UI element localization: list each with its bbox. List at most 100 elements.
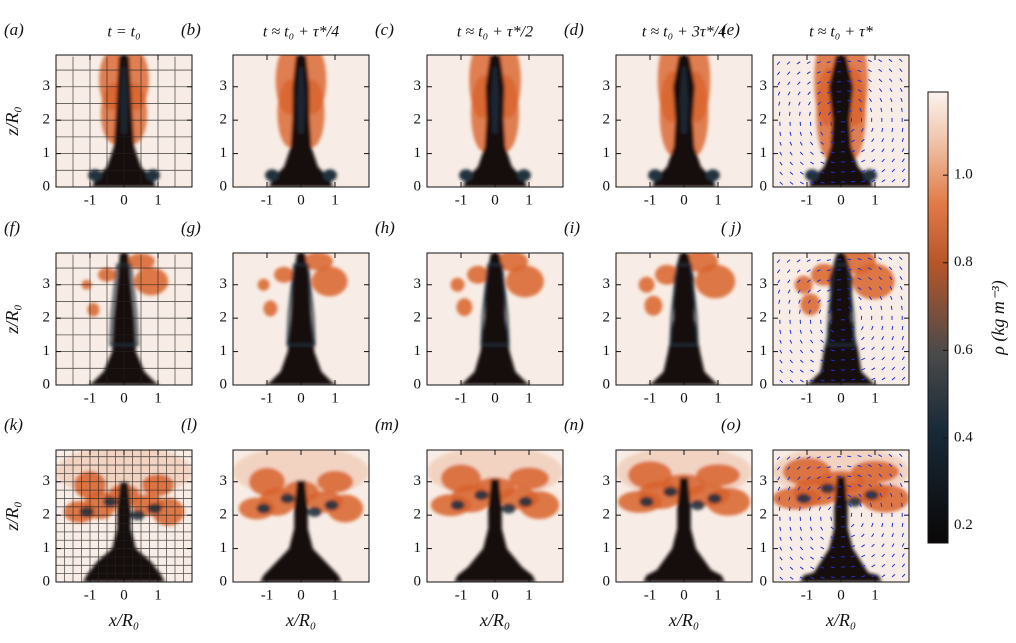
y-tick-label: 3 bbox=[760, 78, 768, 94]
arrow bbox=[789, 181, 794, 185]
arrow bbox=[799, 171, 804, 175]
plume-edge bbox=[109, 263, 139, 346]
arrow bbox=[810, 141, 814, 146]
arrow bbox=[826, 456, 831, 458]
arrow bbox=[826, 269, 831, 272]
panel-title: t ≈ t₀ + τ*/4 bbox=[263, 24, 339, 41]
arrow bbox=[891, 148, 895, 153]
arrow bbox=[878, 454, 883, 458]
vortex bbox=[705, 169, 720, 182]
blob bbox=[303, 253, 333, 271]
y-tick-label: 1 bbox=[414, 145, 422, 161]
arrow bbox=[861, 149, 865, 153]
stem bbox=[260, 480, 342, 582]
arrow bbox=[847, 465, 852, 468]
arrow bbox=[899, 463, 903, 468]
arrow bbox=[901, 376, 906, 381]
vortex bbox=[265, 169, 280, 182]
arrow bbox=[850, 326, 855, 331]
arrow bbox=[871, 357, 876, 361]
vortex bbox=[145, 169, 160, 182]
arrow bbox=[871, 179, 876, 183]
x-tick-label: 0 bbox=[491, 587, 499, 603]
arrow bbox=[810, 546, 814, 550]
arrow bbox=[830, 171, 835, 174]
arrow bbox=[777, 486, 781, 491]
plume bbox=[648, 253, 720, 385]
arrow bbox=[820, 329, 824, 334]
arrow bbox=[847, 90, 852, 93]
panel-label: (o) bbox=[721, 415, 741, 434]
arrow bbox=[799, 329, 802, 334]
arrow bbox=[787, 279, 791, 284]
arrow bbox=[776, 259, 781, 263]
arrow bbox=[899, 87, 903, 92]
arrow bbox=[889, 473, 893, 478]
blob bbox=[467, 265, 489, 284]
arrow bbox=[901, 168, 906, 173]
arrow bbox=[868, 78, 872, 83]
arrow bbox=[806, 61, 811, 65]
arrow bbox=[891, 178, 896, 183]
field-shapes bbox=[265, 55, 337, 187]
arrow bbox=[789, 359, 794, 364]
arrow bbox=[799, 556, 804, 560]
blob bbox=[456, 298, 473, 317]
arrow bbox=[826, 289, 831, 292]
arrow bbox=[901, 335, 904, 341]
arrow bbox=[810, 576, 815, 580]
vortex bbox=[459, 169, 474, 182]
arrow bbox=[880, 107, 883, 112]
arrow bbox=[820, 379, 825, 382]
arrow bbox=[857, 474, 862, 478]
y-tick-label: 3 bbox=[760, 276, 768, 292]
arrow bbox=[881, 564, 886, 568]
arrow bbox=[779, 379, 784, 384]
arrow bbox=[889, 286, 893, 291]
cap-core bbox=[280, 493, 295, 504]
arrow bbox=[810, 566, 815, 570]
cap bbox=[317, 470, 353, 493]
panel-label: (e) bbox=[721, 20, 740, 39]
arrow bbox=[899, 285, 903, 290]
arrow bbox=[888, 463, 893, 468]
arrow bbox=[847, 278, 852, 281]
arrow bbox=[820, 566, 825, 569]
arrow bbox=[807, 476, 811, 480]
arrow bbox=[799, 349, 804, 354]
arrow bbox=[826, 259, 831, 261]
density-field bbox=[56, 450, 192, 582]
arrow bbox=[817, 299, 821, 304]
arrow bbox=[878, 68, 883, 73]
x-axis-label: x/R₀ bbox=[668, 610, 699, 630]
arrow bbox=[901, 305, 903, 310]
arrow bbox=[779, 161, 783, 166]
arrow bbox=[827, 101, 832, 105]
arrow bbox=[789, 161, 794, 166]
arrow bbox=[891, 376, 896, 381]
arrow bbox=[807, 289, 811, 294]
arrow bbox=[826, 486, 831, 489]
arrow bbox=[806, 456, 811, 460]
arrow bbox=[830, 319, 833, 324]
x-tick-label: 0 bbox=[680, 390, 688, 406]
arrow bbox=[789, 369, 794, 374]
x-tick-label: -1 bbox=[455, 192, 468, 208]
arrow bbox=[789, 379, 794, 383]
arrow bbox=[788, 111, 791, 116]
plume bbox=[808, 55, 874, 187]
arrow bbox=[796, 466, 801, 470]
x-axis-label: x/R₀ bbox=[825, 610, 856, 630]
arrow bbox=[809, 526, 813, 531]
field-shapes bbox=[794, 253, 895, 385]
arrow bbox=[867, 69, 872, 73]
arrow bbox=[901, 148, 905, 153]
density-field bbox=[773, 253, 909, 385]
arrow bbox=[779, 526, 782, 531]
arrow bbox=[851, 575, 856, 578]
arrow bbox=[799, 576, 804, 580]
arrow bbox=[901, 502, 903, 507]
arrow bbox=[878, 88, 883, 93]
arrow bbox=[868, 473, 872, 478]
arrow bbox=[779, 536, 782, 541]
